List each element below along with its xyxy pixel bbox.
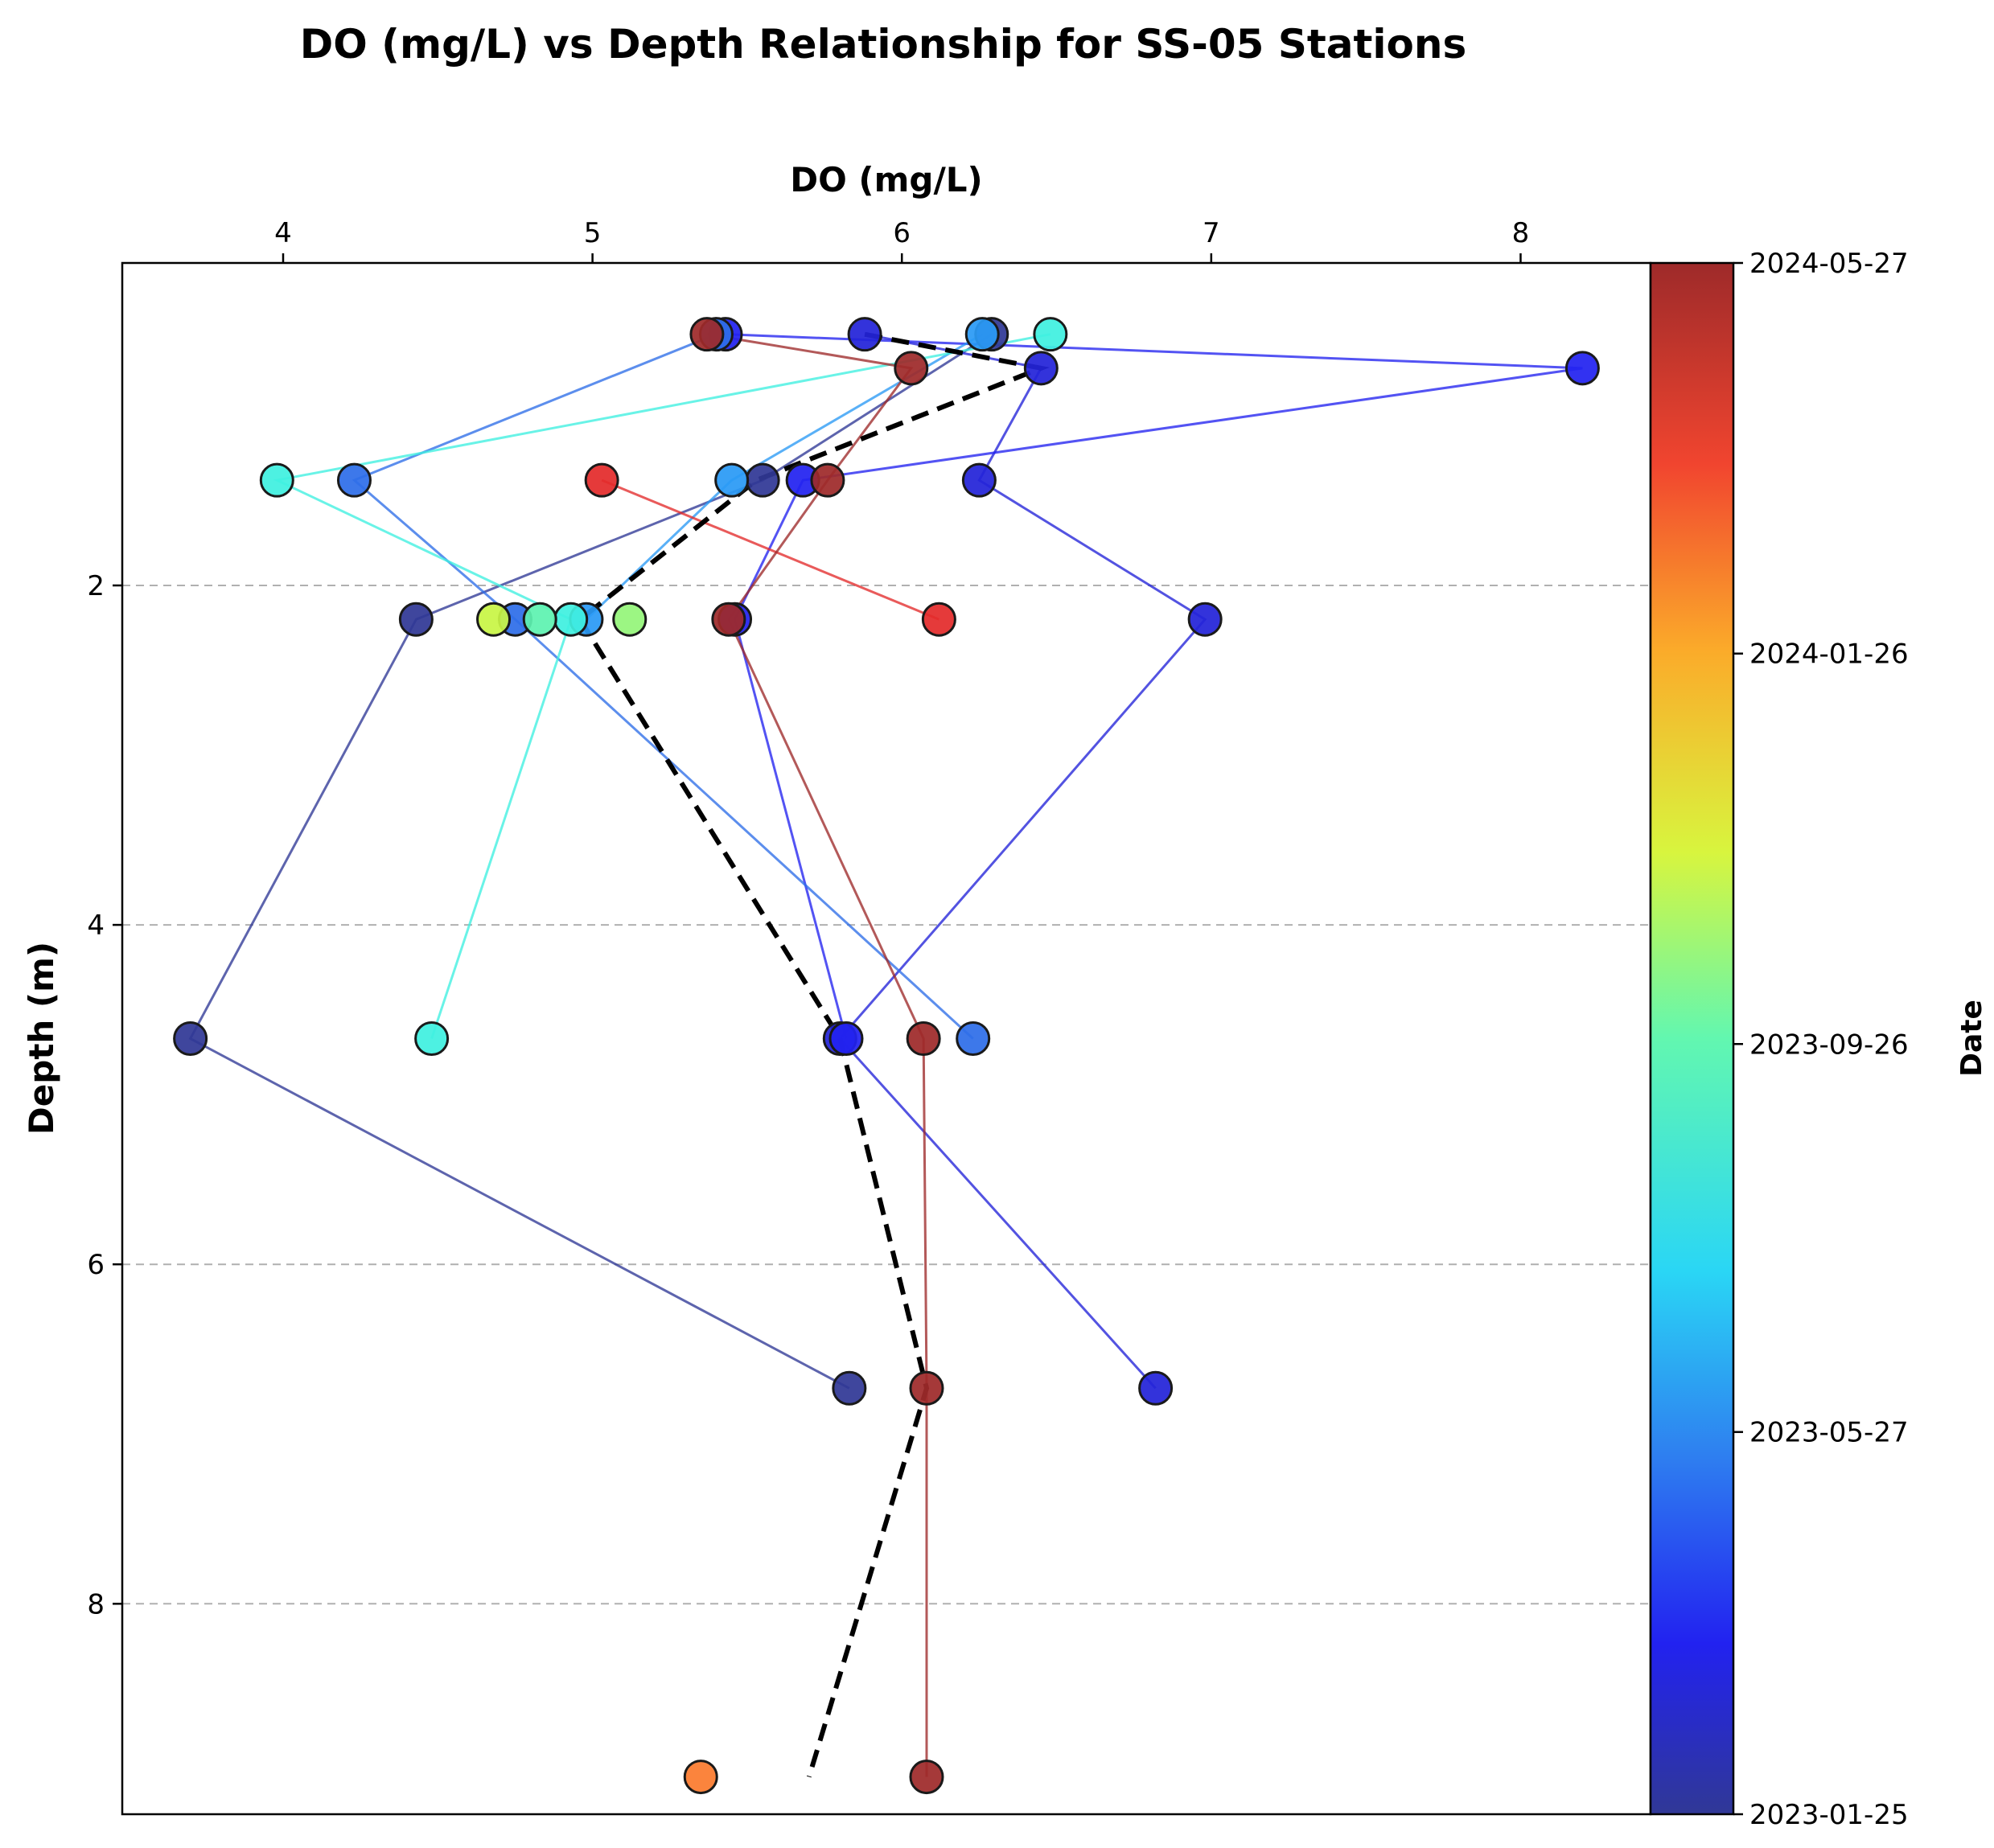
data-point (714, 462, 750, 498)
series-line (273, 333, 1051, 1039)
x-tick-label: 7 (1203, 217, 1220, 249)
data-point (612, 602, 648, 637)
series-lines (188, 333, 1583, 1777)
data-point (810, 462, 845, 498)
series-line (352, 333, 974, 1040)
data-point (683, 1760, 718, 1795)
data-point (173, 1021, 208, 1056)
series-line (706, 333, 928, 1777)
y-tick-label: 2 (87, 570, 105, 602)
data-point (476, 602, 512, 637)
x-axis-label: DO (mg/L) (790, 160, 983, 199)
data-point (961, 462, 997, 498)
x-tick-label: 5 (584, 217, 602, 249)
data-point (909, 1760, 944, 1795)
colorbar-ticks: 2024-05-27 2024-01-26 2023-09-26 2023-05-27… (1733, 248, 1909, 1831)
data-point (906, 1021, 941, 1056)
x-tick-label: 4 (274, 217, 292, 249)
series-line (838, 333, 1207, 1390)
data-point (398, 602, 434, 637)
grid-lines (122, 584, 1651, 1605)
data-point (894, 351, 929, 386)
chart-title: DO (mg/L) vs Depth Relationship for SS-0… (300, 21, 1466, 68)
x-axis-ticks: 4 5 6 7 8 (274, 217, 1529, 263)
colorbar-label: Date (1955, 1000, 1988, 1077)
data-point (964, 317, 1000, 352)
y-axis-ticks: 2 4 6 8 (87, 570, 122, 1620)
colorbar-tick-label: 2024-01-26 (1749, 639, 1909, 671)
colorbar-tick-label: 2023-09-26 (1749, 1029, 1909, 1061)
series-line (601, 478, 939, 621)
data-point (1187, 602, 1223, 637)
data-point (522, 602, 557, 637)
data-point (745, 462, 780, 498)
data-point (1023, 351, 1059, 386)
data-point (553, 602, 589, 637)
data-point (956, 1021, 991, 1056)
data-points (173, 317, 1600, 1795)
data-point (832, 1370, 867, 1406)
data-point (921, 602, 956, 637)
x-tick-label: 8 (1512, 217, 1530, 249)
data-point (909, 1370, 944, 1406)
data-point (1138, 1370, 1174, 1406)
plot-area (173, 317, 1600, 1795)
data-point (828, 1021, 864, 1056)
data-point (711, 602, 746, 637)
y-tick-label: 4 (87, 910, 105, 942)
data-point (414, 1021, 450, 1056)
data-point (336, 462, 372, 498)
data-point (1564, 351, 1600, 386)
y-tick-label: 8 (87, 1588, 105, 1620)
series-line (725, 333, 1583, 1039)
colorbar (1649, 261, 1735, 1816)
y-tick-label: 6 (87, 1249, 105, 1281)
data-point (259, 462, 294, 498)
data-point (689, 317, 725, 352)
data-point (847, 317, 882, 352)
colorbar-tick-label: 2024-05-27 (1749, 248, 1909, 280)
data-point (584, 462, 619, 498)
y-axis-label: Depth (m) (22, 942, 61, 1135)
colorbar-tick-label: 2023-05-27 (1749, 1417, 1909, 1449)
colorbar-tick-label: 2023-01-25 (1749, 1799, 1909, 1831)
x-tick-label: 6 (893, 217, 911, 249)
data-point (1033, 317, 1068, 352)
